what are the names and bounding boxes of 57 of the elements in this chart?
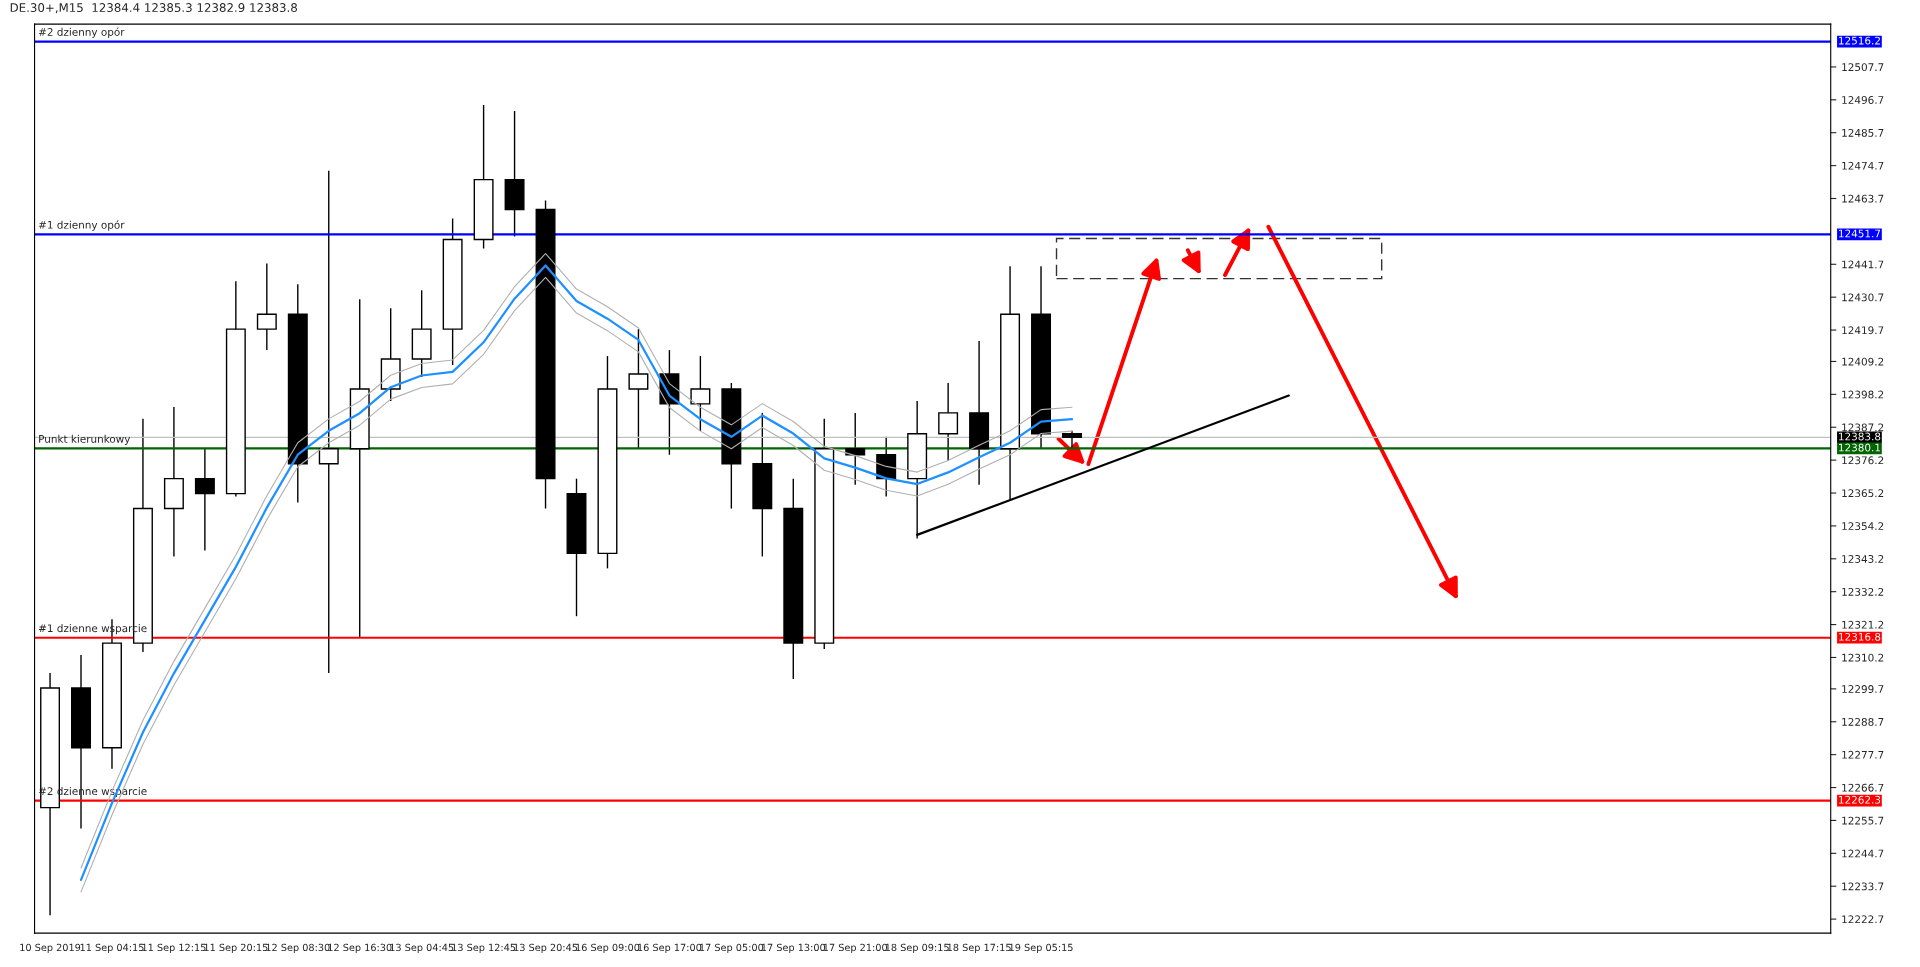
candlestick bbox=[318, 169, 339, 674]
y-tick-label: 12233.7 bbox=[1842, 882, 1884, 891]
y-tick-label: 12507.7 bbox=[1842, 63, 1884, 72]
y-tick-label: 12474.7 bbox=[1842, 161, 1884, 170]
text: 12383.8 bbox=[1839, 432, 1881, 441]
y-tick-label: 12277.7 bbox=[1842, 750, 1884, 759]
y-tick-label: 12299.7 bbox=[1842, 685, 1884, 693]
x-tick-label: 18 Sep 09:15 bbox=[885, 943, 949, 953]
x-tick-label: 18 Sep 17:15 bbox=[947, 943, 1011, 953]
y-tick-label: 12266.7 bbox=[1842, 783, 1884, 792]
y-tick-label: 12419.7 bbox=[1842, 326, 1884, 335]
y-tick-label: 12310.2 bbox=[1842, 653, 1884, 662]
y-tick-label: 12496.7 bbox=[1842, 96, 1884, 104]
y-tick-label: 12354.2 bbox=[1842, 522, 1884, 531]
y-tick-label: 12288.7 bbox=[1842, 717, 1884, 726]
x-tick-label: 17 Sep 13:00 bbox=[761, 943, 826, 953]
chart-title: DE.30+,M15 12384.4 12385.3 12382.9 12383.8 bbox=[10, 3, 298, 14]
ref-line-label: Punkt kierunkowy bbox=[39, 434, 131, 445]
text: 12316.8 bbox=[1839, 632, 1881, 641]
y-tick-label: 12398.2 bbox=[1842, 390, 1884, 399]
y-tick-label: 12222.7 bbox=[1842, 915, 1884, 924]
y-tick-label: 12485.7 bbox=[1842, 128, 1884, 137]
x-tick-label: 10 Sep 2019 bbox=[20, 943, 81, 953]
x-tick-label: 13 Sep 12:45 bbox=[452, 943, 516, 953]
y-tick-label: 12255.7 bbox=[1842, 816, 1884, 825]
candlestick bbox=[938, 382, 959, 462]
x-tick-label: 12 Sep 16:30 bbox=[328, 943, 392, 953]
candlestick bbox=[628, 328, 649, 450]
text: 12380.1 bbox=[1839, 443, 1881, 452]
x-tick-label: 11 Sep 04:15 bbox=[80, 943, 144, 953]
y-tick-label: 12343.2 bbox=[1842, 555, 1884, 563]
y-tick-label: 12321.2 bbox=[1842, 620, 1884, 629]
y-tick-label: 12441.7 bbox=[1842, 260, 1884, 269]
text: 12451.7 bbox=[1839, 229, 1881, 238]
ref-line-label: #1 dzienny opór bbox=[38, 220, 125, 231]
x-tick-label: 13 Sep 04:45 bbox=[390, 943, 454, 953]
candlestick bbox=[690, 355, 711, 432]
candlestick bbox=[194, 448, 215, 552]
candlestick bbox=[256, 262, 277, 351]
ref-line-label: #2 dzienny opór bbox=[38, 27, 125, 38]
x-tick-label: 11 Sep 12:15 bbox=[142, 943, 206, 953]
x-tick-label: 19 Sep 05:15 bbox=[1009, 943, 1073, 953]
text: 12516.2 bbox=[1839, 36, 1880, 45]
y-tick-label: 12463.7 bbox=[1842, 194, 1884, 203]
x-tick-label: 12 Sep 08:30 bbox=[266, 943, 330, 953]
x-tick-label: 16 Sep 09:00 bbox=[576, 943, 640, 953]
text: 12262.3 bbox=[1839, 795, 1881, 804]
y-tick-label: 12409.2 bbox=[1842, 357, 1884, 366]
y-tick-label: 12387.2 bbox=[1842, 423, 1884, 432]
x-tick-label: 16 Sep 17:00 bbox=[638, 943, 702, 953]
y-tick-label: 12430.7 bbox=[1842, 293, 1884, 302]
y-tick-label: 12332.2 bbox=[1842, 587, 1884, 596]
y-tick-label: 12376.2 bbox=[1842, 456, 1884, 465]
y-tick-label: 12365.2 bbox=[1842, 489, 1884, 498]
x-tick-label: 13 Sep 20:45 bbox=[514, 943, 578, 953]
x-tick-label: 11 Sep 20:15 bbox=[204, 943, 268, 953]
y-tick-label: 12244.7 bbox=[1842, 849, 1884, 858]
